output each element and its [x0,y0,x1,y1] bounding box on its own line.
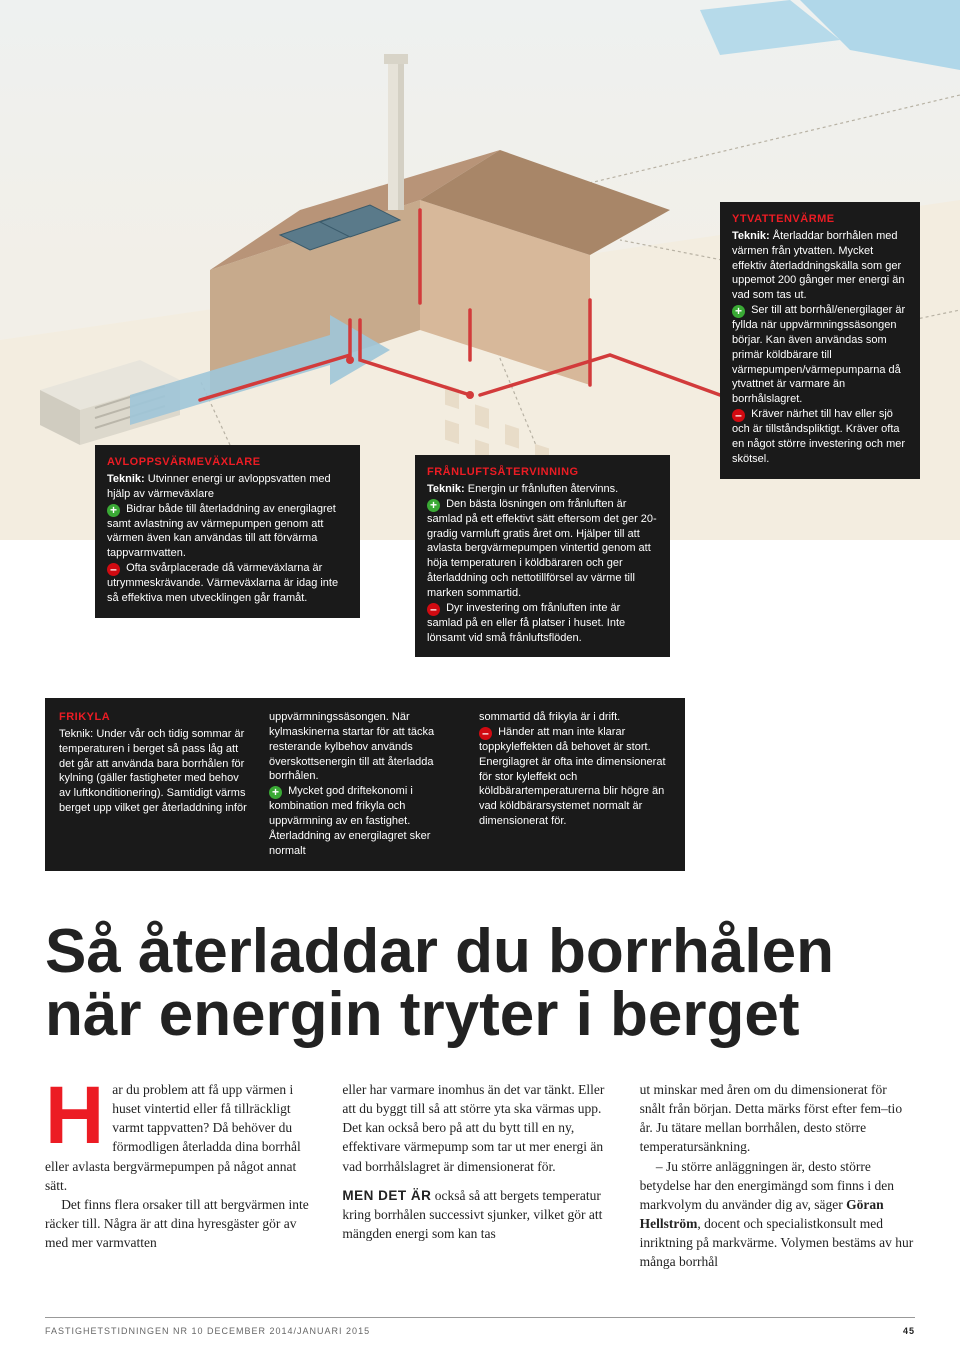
infobox-body: uppvärmningssäsongen. När kylmaskinerna … [269,710,461,859]
infobox-body: Teknik: Återladdar borrhålen med värmen … [732,229,908,467]
footer-page-number: 45 [903,1326,915,1336]
main-headline: Så återladdar du borrhålen när energin t… [45,920,915,1046]
teknik-label: Teknik: [59,728,93,740]
plus-icon: + [269,786,282,799]
infobox-title: FRIKYLA [59,710,251,725]
minus-text: Dyr investering om frånluften inte är sa… [427,602,625,644]
author-name: Göran Hellström [640,1197,884,1231]
infobox-body: Teknik: Energin ur frånluften återvinns.… [427,482,658,646]
frikyla-col-1: FRIKYLA Teknik: Under vår och tidig somm… [59,710,251,859]
col2a-text: uppvärmningssäsongen. När kylmaskinerna … [269,711,434,782]
article-p2: Det finns flera orsaker till att bergvär… [45,1195,320,1252]
plus-icon: + [732,305,745,318]
teknik-label: Teknik: [732,230,770,242]
col3-minus-text: Händer att man inte klarar toppkyleffekt… [479,726,666,827]
col2-plus-text: Mycket god driftekonomi i kombination me… [269,785,430,857]
col1-text: Under vår och tidig sommar är temperatur… [59,728,247,814]
article-col-3: ut minskar med åren om du dimensionerat … [640,1080,915,1272]
frikyla-col-3: sommartid då frikyla är i drift. – Hände… [479,710,671,859]
footer-publication: FASTIGHETSTIDNINGEN NR 10 DECEMBER 2014/… [45,1326,370,1336]
article-p1: H ar du problem att få upp värmen i huse… [45,1080,320,1195]
teknik-label: Teknik: [107,473,145,485]
plus-icon: + [107,504,120,517]
minus-icon: – [732,409,745,422]
infobox-avlopp: AVLOPPSVÄRMEVÄXLARE Teknik: Utvinner ene… [95,445,360,618]
article-lead-in: MEN DET ÄR [342,1188,431,1203]
infobox-frikyla: FRIKYLA Teknik: Under vår och tidig somm… [45,698,685,871]
plus-icon: + [427,499,440,512]
infobox-body: Teknik: Under vår och tidig sommar är te… [59,727,251,816]
infobox-title: AVLOPPSVÄRMEVÄXLARE [107,455,348,470]
article-p6: – Ju större anläggningen är, desto störr… [640,1157,915,1272]
plus-text: Den bästa lösningen om frånluften är sam… [427,498,657,599]
teknik-text: Energin ur frånluften återvinns. [468,483,618,495]
plus-text: Ser till att borrhål/energilager är fyll… [732,304,905,405]
infobox-body: sommartid då frikyla är i drift. – Hände… [479,710,671,829]
dropcap: H [45,1080,112,1148]
infobox-title: FRÅNLUFTSÅTERVINNING [427,465,658,480]
article-p4: MEN DET ÄR också så att bergets temperat… [342,1186,617,1243]
infobox-body: Teknik: Utvinner energi ur avloppsvatten… [107,472,348,606]
article-p3: eller har varmare inomhus än det var tän… [342,1080,617,1176]
minus-icon: – [107,563,120,576]
teknik-label: Teknik: [427,483,465,495]
infobox-title: YTVATTENVÄRME [732,212,908,227]
infobox-ytvatten: YTVATTENVÄRME Teknik: Återladdar borrhål… [720,202,920,479]
minus-icon: – [479,727,492,740]
frikyla-col-2: uppvärmningssäsongen. När kylmaskinerna … [269,710,461,859]
plus-text: Bidrar både till återladdning av energil… [107,503,336,560]
minus-text: Kräver närhet till hav eller sjö och är … [732,408,905,465]
article-col-2: eller har varmare inomhus än det var tän… [342,1080,617,1272]
minus-text: Ofta svårplacerade då värmeväxlarna är u… [107,562,338,604]
article-body: H ar du problem att få upp värmen i huse… [45,1080,915,1272]
col3a-text: sommartid då frikyla är i drift. [479,711,620,723]
infobox-franluft: FRÅNLUFTSÅTERVINNING Teknik: Energin ur … [415,455,670,657]
page-footer: FASTIGHETSTIDNINGEN NR 10 DECEMBER 2014/… [45,1317,915,1336]
article-p5: ut minskar med åren om du dimensionerat … [640,1080,915,1157]
minus-icon: – [427,603,440,616]
article-col-1: H ar du problem att få upp värmen i huse… [45,1080,320,1272]
